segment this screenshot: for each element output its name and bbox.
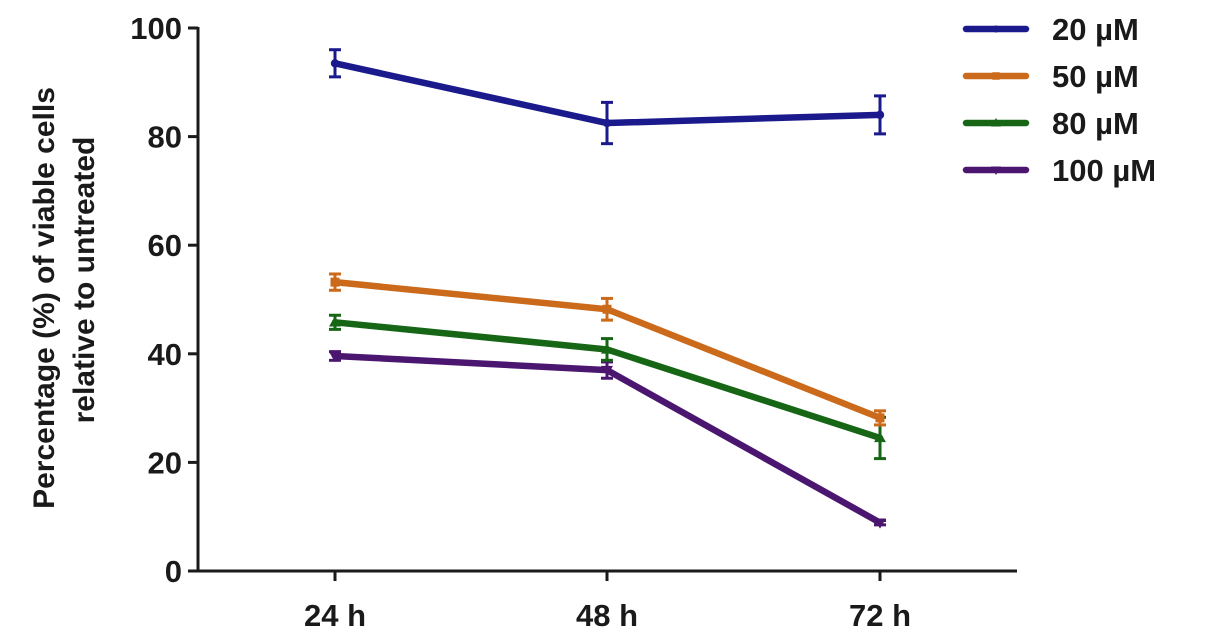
data-point <box>601 365 613 377</box>
y-axis-ticks: 0 20 40 60 80 100 <box>130 11 198 589</box>
legend-marker <box>991 166 1001 175</box>
series-100-m <box>329 350 886 529</box>
legend-label: 80 µM <box>1052 106 1139 141</box>
series-20-m <box>329 48 886 146</box>
data-point <box>329 351 341 362</box>
y-tick-label: 80 <box>148 120 182 155</box>
legend-label: 50 µM <box>1052 59 1139 94</box>
data-point <box>330 59 340 68</box>
series-50-m <box>329 272 886 427</box>
series-layer <box>329 48 886 529</box>
data-point <box>329 316 341 327</box>
y-axis-title-line-2: relative to untreated <box>68 137 101 424</box>
legend-label: 100 µM <box>1052 153 1156 188</box>
data-point <box>601 343 613 354</box>
data-point <box>602 118 612 128</box>
legend-item: 20 µM <box>962 12 1139 47</box>
data-point <box>874 431 886 443</box>
x-tick-label: 72 h <box>849 598 911 633</box>
x-tick-label: 24 h <box>304 598 366 633</box>
legend-label: 20 µM <box>1052 12 1139 47</box>
series-80-m <box>329 313 886 461</box>
series-line <box>331 352 884 526</box>
y-axis-title-line-1: Percentage (%) of viable cells <box>28 87 61 509</box>
legend-marker <box>991 118 1001 127</box>
y-tick-label: 100 <box>130 11 182 46</box>
y-tick-label: 40 <box>148 337 182 372</box>
y-axis-title: Percentage (%) of viable cells relative … <box>28 87 101 509</box>
data-point <box>874 518 886 529</box>
legend-item: 100 µM <box>962 153 1156 188</box>
legend-marker <box>992 25 1000 33</box>
data-point <box>875 413 885 423</box>
legend-item: 50 µM <box>962 59 1139 94</box>
legend-item: 80 µM <box>962 106 1139 141</box>
data-point <box>330 277 340 287</box>
data-point <box>602 304 612 314</box>
y-tick-label: 60 <box>148 228 182 263</box>
data-point <box>875 110 885 120</box>
x-tick-label: 48 h <box>576 598 638 633</box>
legend-marker <box>992 72 1000 80</box>
x-axis-ticks: 24 h 48 h 72 h <box>304 571 911 633</box>
legend: 20 µM 50 µM 80 µM 100 µM <box>962 12 1156 188</box>
y-tick-label: 20 <box>148 445 182 480</box>
y-tick-label: 0 <box>165 554 182 589</box>
